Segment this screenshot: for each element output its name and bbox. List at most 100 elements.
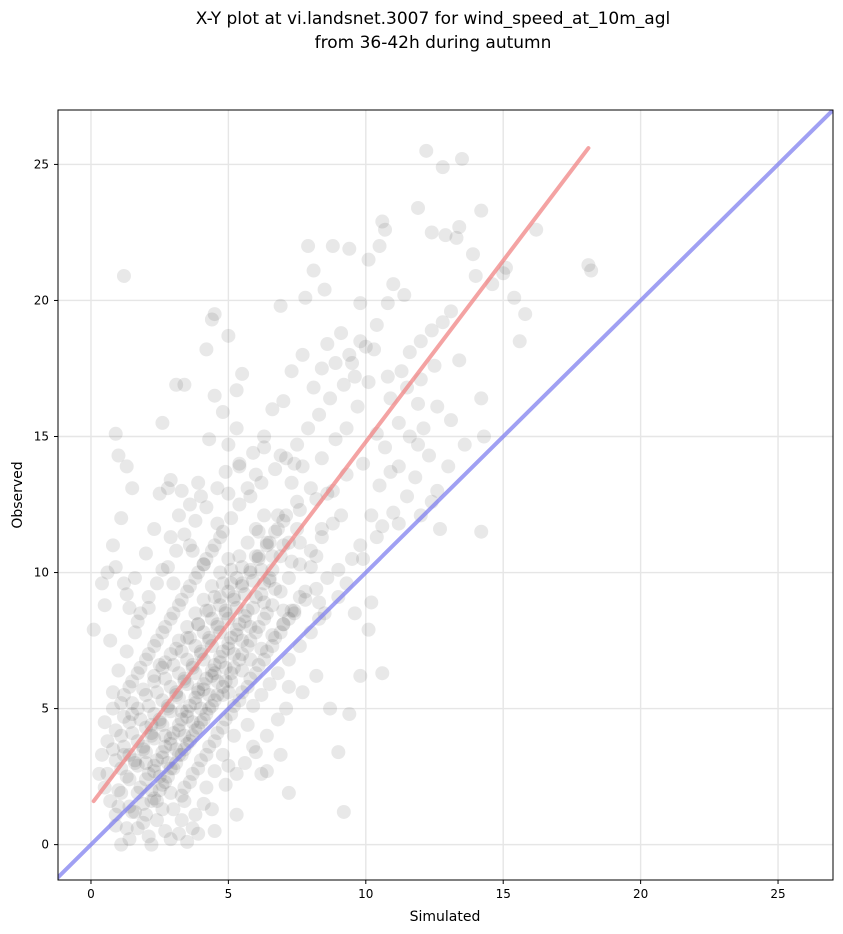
data-point	[127, 625, 142, 640]
data-point	[188, 570, 203, 585]
data-point	[221, 486, 236, 501]
data-point	[380, 296, 395, 311]
data-point	[196, 796, 211, 811]
data-point	[290, 494, 305, 509]
data-point	[199, 500, 214, 515]
data-point	[251, 551, 266, 566]
data-point	[122, 772, 137, 787]
data-point	[133, 712, 148, 727]
data-point	[257, 429, 272, 444]
data-point	[323, 391, 338, 406]
data-point	[262, 677, 277, 692]
data-point	[259, 644, 274, 659]
data-point	[378, 440, 393, 455]
data-point	[130, 758, 145, 773]
data-point	[141, 590, 156, 605]
data-point	[103, 794, 118, 809]
data-point	[196, 682, 211, 697]
data-point	[284, 475, 299, 490]
y-axis-label: Observed	[10, 461, 26, 528]
data-point	[210, 516, 225, 531]
data-point	[163, 785, 178, 800]
data-point	[369, 317, 384, 332]
data-point	[443, 413, 458, 428]
data-point	[254, 475, 269, 490]
data-point	[262, 573, 277, 588]
data-point	[177, 794, 192, 809]
data-point	[155, 745, 170, 760]
data-point	[149, 753, 164, 768]
data-point	[119, 587, 134, 602]
data-point	[251, 549, 266, 564]
data-point	[207, 693, 222, 708]
data-point	[141, 698, 156, 713]
data-point	[229, 600, 244, 615]
data-point	[199, 747, 214, 762]
data-point	[199, 342, 214, 357]
data-point	[130, 666, 145, 681]
data-point	[94, 747, 109, 762]
data-point	[114, 696, 129, 711]
data-point	[166, 726, 181, 741]
data-point	[218, 464, 233, 479]
data-point	[180, 630, 195, 645]
data-point	[298, 290, 313, 305]
data-point	[199, 551, 214, 566]
data-point	[188, 606, 203, 621]
data-point	[144, 794, 159, 809]
data-point	[122, 600, 137, 615]
data-point	[193, 753, 208, 768]
data-point	[147, 764, 162, 779]
data-point	[207, 388, 222, 403]
data-point	[474, 203, 489, 218]
data-point	[427, 358, 442, 373]
data-point	[147, 731, 162, 746]
data-point	[196, 677, 211, 692]
y-axis: 0 5 10 15 20 25	[34, 157, 58, 852]
data-point	[158, 775, 173, 790]
data-point	[361, 375, 376, 390]
data-point	[191, 682, 206, 697]
data-point	[312, 407, 327, 422]
data-point	[422, 448, 437, 463]
data-point	[174, 712, 189, 727]
data-point	[235, 366, 250, 381]
data-point	[292, 502, 307, 517]
data-point	[158, 739, 173, 754]
data-point	[314, 361, 329, 376]
chart-title-line-2: from 36-42h during autumn	[315, 33, 552, 53]
data-point	[320, 336, 335, 351]
data-point	[334, 508, 349, 523]
data-point	[177, 377, 192, 392]
data-point	[235, 663, 250, 678]
data-point	[334, 326, 349, 341]
data-point	[155, 660, 170, 675]
data-point	[94, 576, 109, 591]
data-point	[400, 489, 415, 504]
data-point	[518, 307, 533, 322]
data-point	[138, 546, 153, 561]
data-point	[226, 728, 241, 743]
data-point	[105, 538, 120, 553]
data-point	[257, 611, 272, 626]
data-point	[160, 481, 175, 496]
data-point	[413, 334, 428, 349]
data-point	[158, 655, 173, 670]
data-point	[243, 562, 258, 577]
data-point	[298, 592, 313, 607]
data-point	[182, 497, 197, 512]
data-point	[155, 777, 170, 792]
grid	[58, 110, 833, 880]
data-point	[125, 481, 140, 496]
data-point	[163, 832, 178, 847]
data-point	[380, 369, 395, 384]
data-point	[251, 524, 266, 539]
data-point	[292, 590, 307, 605]
data-point	[430, 399, 445, 414]
data-point	[383, 464, 398, 479]
data-point	[248, 467, 263, 482]
data-point	[111, 783, 126, 798]
data-point	[149, 813, 164, 828]
data-point	[449, 230, 464, 245]
data-point	[375, 519, 390, 534]
